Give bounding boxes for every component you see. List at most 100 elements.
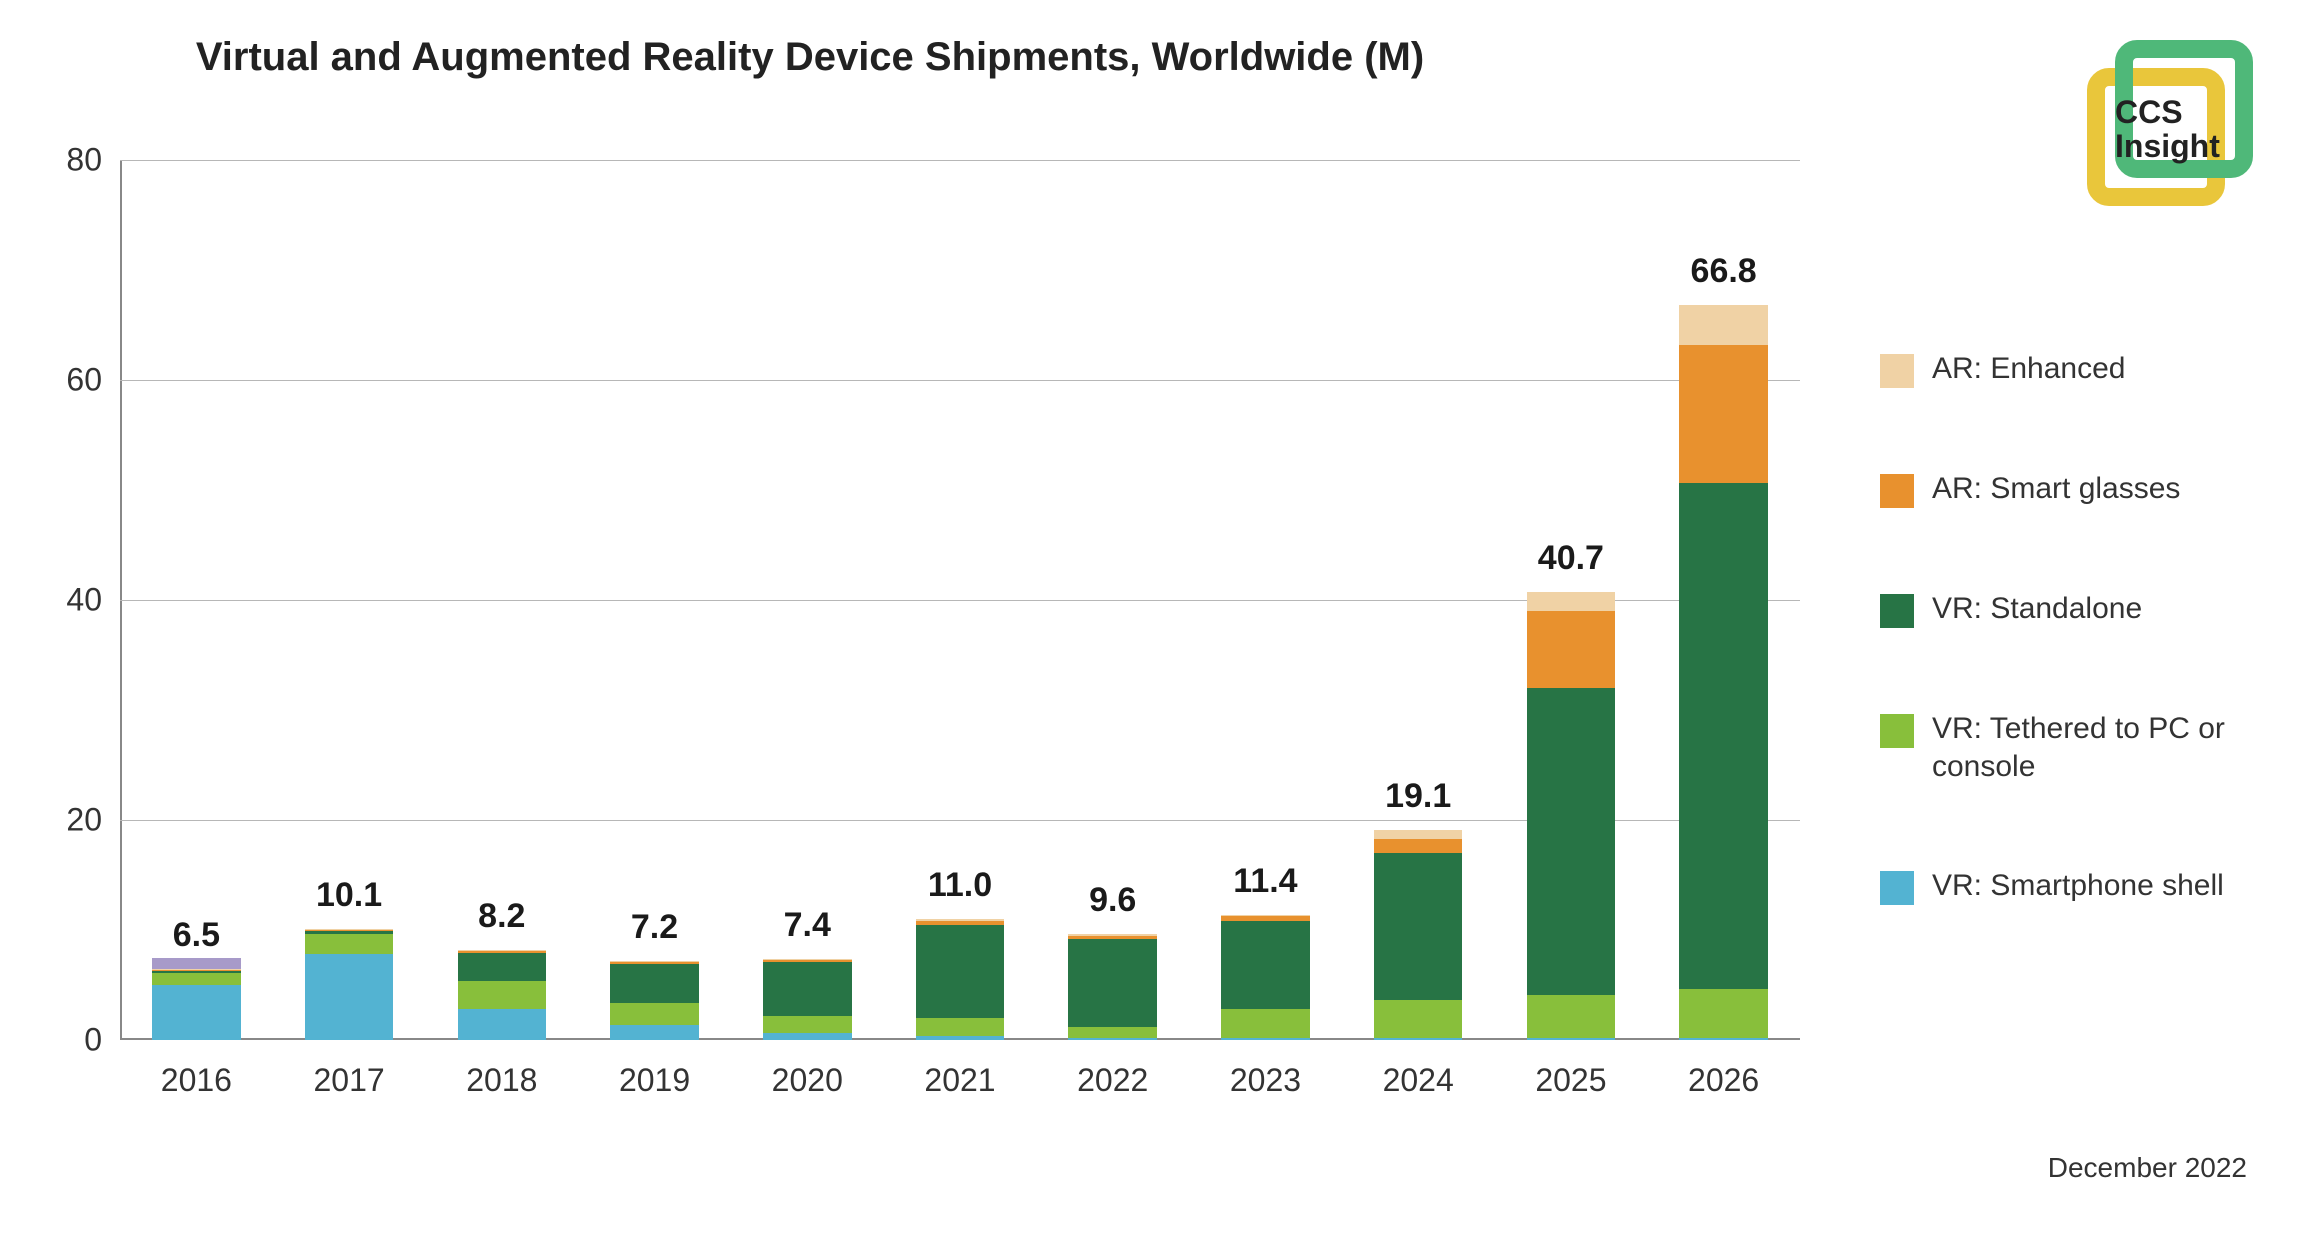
y-tick-label: 80 <box>66 142 102 179</box>
bar-group: 11.0 <box>916 160 1005 1040</box>
bar-segment <box>916 919 1005 921</box>
bar-segment <box>458 950 547 951</box>
bar-total-label: 7.4 <box>784 906 831 945</box>
bar-segment <box>763 960 852 962</box>
bar-segment <box>152 973 241 985</box>
shipments-chart: 0204060806.5201610.120178.220187.220197.… <box>120 160 1800 1040</box>
logo-line2: Insight <box>2115 130 2220 164</box>
legend-label: VR: Tethered to PC or console <box>1932 710 2272 785</box>
bar-segment <box>152 970 241 971</box>
bar-segment <box>916 925 1005 1019</box>
chart-legend: AR: Enhanced AR: Smart glasses VR: Standal… <box>1880 350 2272 905</box>
x-tick-label: 2020 <box>772 1062 843 1099</box>
y-tick-label: 0 <box>84 1022 102 1059</box>
bar-segment <box>610 961 699 962</box>
bar-group: 10.1 <box>305 160 394 1040</box>
bar-total-label: 66.8 <box>1691 252 1757 291</box>
bar-group: 9.6 <box>1068 160 1157 1040</box>
bar-segment <box>1221 921 1310 1009</box>
bar-segment <box>1221 1038 1310 1040</box>
logo-line1: CCS <box>2115 96 2220 130</box>
legend-label: VR: Smartphone shell <box>1932 867 2224 905</box>
bar-segment <box>1527 688 1616 995</box>
bar-segment <box>1679 1038 1768 1040</box>
footer-date: December 2022 <box>2048 1152 2247 1184</box>
bar-segment <box>1068 939 1157 1027</box>
legend-item: VR: Smartphone shell <box>1880 867 2272 905</box>
chart-title: Virtual and Augmented Reality Device Shi… <box>0 35 1620 80</box>
legend-swatch <box>1880 474 1914 508</box>
bar-segment <box>1221 915 1310 916</box>
bar-segment <box>610 962 699 964</box>
bar-total-label: 19.1 <box>1385 777 1451 816</box>
bar-segment <box>1679 989 1768 1037</box>
bar-segment <box>1527 592 1616 611</box>
legend-item: VR: Tethered to PC or console <box>1880 710 2272 785</box>
y-tick-label: 60 <box>66 362 102 399</box>
bar-segment <box>916 1018 1005 1036</box>
bar-group: 66.8 <box>1679 160 1768 1040</box>
bar-segment <box>610 1025 699 1040</box>
legend-label: VR: Standalone <box>1932 590 2142 628</box>
bar-segment <box>1527 995 1616 1038</box>
x-tick-label: 2019 <box>619 1062 690 1099</box>
bar-segment <box>1527 1038 1616 1040</box>
bar-segment <box>1374 1000 1463 1037</box>
bar-segment <box>1068 936 1157 939</box>
bar-group: 11.4 <box>1221 160 1310 1040</box>
bar-segment <box>610 1003 699 1025</box>
bar-segment <box>1221 916 1310 922</box>
legend-item: AR: Smart glasses <box>1880 470 2272 508</box>
legend-item: VR: Standalone <box>1880 590 2272 628</box>
bar-segment <box>1374 830 1463 839</box>
page-root: Virtual and Augmented Reality Device Shi… <box>0 0 2317 1239</box>
bar-segment <box>1679 345 1768 484</box>
bar-segment <box>1374 1038 1463 1040</box>
bar-segment <box>458 981 547 1010</box>
bar-total-label: 7.2 <box>631 908 678 947</box>
legend-item: AR: Enhanced <box>1880 350 2272 388</box>
x-tick-label: 2022 <box>1077 1062 1148 1099</box>
bar-segment <box>763 962 852 1016</box>
x-tick-label: 2016 <box>161 1062 232 1099</box>
bar-segment <box>763 959 852 960</box>
bar-segment <box>916 921 1005 924</box>
bar-segment <box>458 953 547 981</box>
x-tick-label: 2023 <box>1230 1062 1301 1099</box>
bar-segment <box>305 954 394 1040</box>
bar-total-label: 9.6 <box>1089 881 1136 920</box>
bar-segment <box>1068 934 1157 935</box>
bar-segment <box>458 1009 547 1040</box>
bar-total-label: 11.4 <box>1233 862 1297 901</box>
bar-segment <box>305 931 394 934</box>
bar-segment <box>152 971 241 973</box>
bar-group: 8.2 <box>458 160 547 1040</box>
bar-segment <box>916 1036 1005 1040</box>
bar-segment <box>305 934 394 954</box>
y-tick-label: 20 <box>66 802 102 839</box>
bar-total-label: 6.5 <box>173 916 220 955</box>
bar-segment <box>305 930 394 931</box>
bar-group: 7.2 <box>610 160 699 1040</box>
bar-segment-extra <box>152 958 241 969</box>
bar-group: 7.4 <box>763 160 852 1040</box>
x-tick-label: 2026 <box>1688 1062 1759 1099</box>
bar-total-label: 8.2 <box>478 897 525 936</box>
bar-segment <box>1221 1009 1310 1038</box>
bar-segment <box>458 951 547 953</box>
bar-segment <box>305 929 394 930</box>
legend-swatch <box>1880 714 1914 748</box>
legend-swatch <box>1880 594 1914 628</box>
bar-total-label: 11.0 <box>928 866 992 905</box>
bar-group: 19.1 <box>1374 160 1463 1040</box>
brand-logo: CCS Insight <box>2087 40 2257 210</box>
x-tick-label: 2018 <box>466 1062 537 1099</box>
bar-segment <box>1679 483 1768 989</box>
legend-swatch <box>1880 354 1914 388</box>
bar-segment <box>1068 1027 1157 1038</box>
bar-segment <box>1374 839 1463 853</box>
x-tick-label: 2024 <box>1383 1062 1454 1099</box>
bar-total-label: 40.7 <box>1538 539 1604 578</box>
bar-total-label: 10.1 <box>316 876 382 915</box>
bar-segment <box>1374 853 1463 1000</box>
